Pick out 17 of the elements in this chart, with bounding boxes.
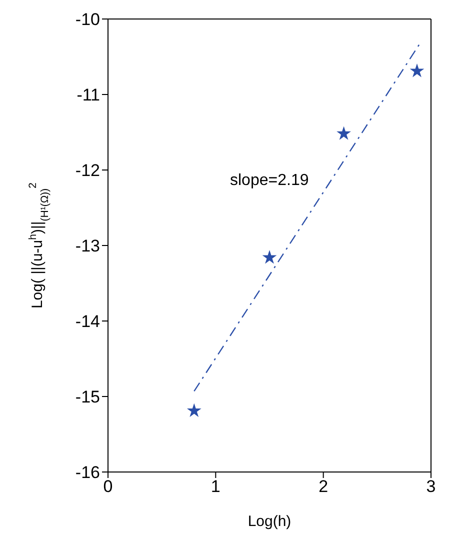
- y-tick-label: -12: [75, 161, 100, 180]
- y-tick-label: -11: [76, 86, 100, 105]
- y-tick-label: -10: [75, 10, 100, 30]
- x-tick-label: 1: [210, 477, 220, 496]
- y-tick-label: -14: [75, 312, 100, 332]
- x-axis-title: Log(h): [248, 513, 292, 530]
- point: [262, 250, 277, 264]
- point: [410, 64, 424, 78]
- y-tick-label: -15: [75, 388, 100, 407]
- annotation: slope=2.19: [230, 172, 309, 190]
- x-tick-label: 3: [426, 477, 436, 496]
- x-tick-label: 0: [103, 477, 113, 496]
- y-tick-label: -13: [75, 236, 100, 256]
- point: [186, 403, 202, 417]
- point: [336, 126, 351, 140]
- y-tick-label: -16: [75, 463, 100, 482]
- x-tick-label: 2: [318, 477, 328, 496]
